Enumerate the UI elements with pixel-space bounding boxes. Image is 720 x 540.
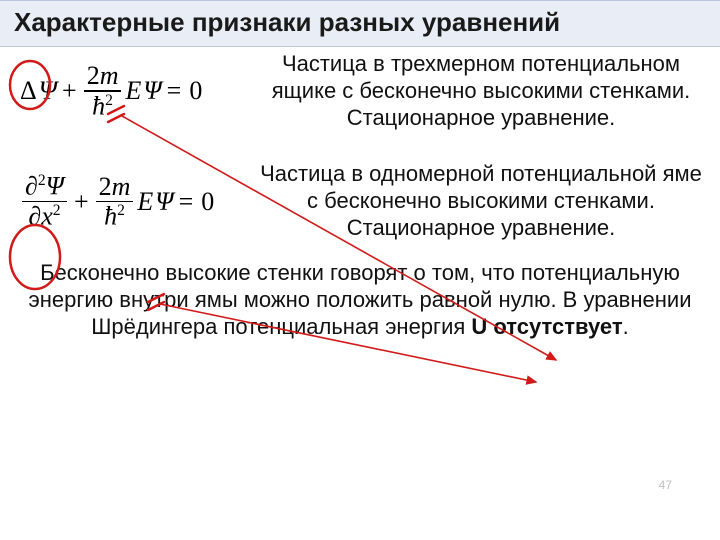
equation-row-1: ΔΨ + 2m ħ2 EΨ = 0 Частица в трехмерном п…: [0, 47, 720, 135]
eq1-zero: 0: [186, 76, 205, 106]
eq1-psi2: Ψ: [143, 76, 161, 106]
eq1-plus: +: [59, 76, 80, 106]
bottom-explanation: Бесконечно высокие стенки говорят о том,…: [0, 246, 720, 340]
equation-2-description: Частица в одномерной потенциальной яме с…: [260, 161, 702, 241]
eq2-zero: 0: [198, 187, 217, 217]
eq2-fraction: 2m ħ2: [96, 173, 134, 231]
bottom-dot: .: [623, 314, 629, 339]
bottom-U: U: [471, 314, 487, 339]
equation-row-2: ∂2Ψ ∂x2 + 2m ħ2 EΨ = 0 Частица в одномер…: [0, 157, 720, 245]
eq1-E: E: [125, 76, 141, 106]
title-bar: Характерные признаки разных уравнений: [0, 0, 720, 47]
eq2-psi2: Ψ: [155, 187, 173, 217]
equation-2: ∂2Ψ ∂x2 + 2m ħ2 EΨ = 0: [10, 172, 260, 231]
eq2-plus: +: [71, 187, 92, 217]
eq2-E: E: [137, 187, 153, 217]
page-number: 47: [659, 478, 672, 492]
equation-1-description: Частица в трехмерном потенциальном ящике…: [260, 51, 702, 131]
bottom-absent: отсутствует: [487, 314, 622, 339]
eq1-fraction: 2m ħ2: [84, 62, 122, 120]
eq2-eq: =: [176, 187, 197, 217]
eq1-eq: =: [164, 76, 185, 106]
equation-1: ΔΨ + 2m ħ2 EΨ = 0: [10, 62, 260, 120]
eq2-partial-fraction: ∂2Ψ ∂x2: [22, 172, 67, 231]
eq1-delta: Δ: [20, 76, 37, 106]
page-title: Характерные признаки разных уравнений: [14, 7, 710, 38]
eq1-psi1: Ψ: [39, 76, 57, 106]
